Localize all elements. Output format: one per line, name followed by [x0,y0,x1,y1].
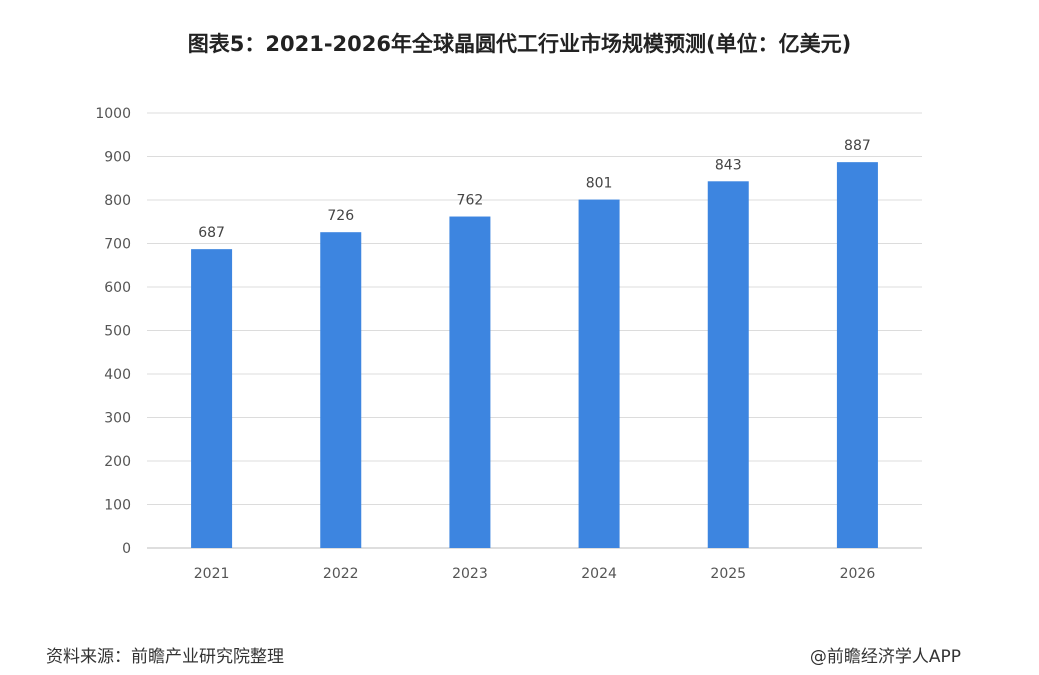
data-label-2021: 687 [198,225,225,241]
bar-2025 [707,181,749,549]
bar-2024 [578,199,620,548]
x-tick-label-2023: 2023 [452,566,488,582]
data-label-2025: 843 [715,157,742,173]
y-tick-label: 0 [122,541,131,557]
bars [191,162,878,549]
y-tick-label: 700 [104,237,131,253]
y-tick-label: 200 [104,454,131,470]
source-note: 资料来源：前瞻产业研究院整理 [46,647,284,667]
data-label-2026: 887 [844,138,871,154]
chart-title: 图表5：2021-2026年全球晶圆代工行业市场规模预测(单位：亿美元) [187,32,852,56]
y-tick-label: 300 [104,411,131,427]
x-tick-label-2025: 2025 [710,566,746,582]
credit-note: @前瞻经济学人APP [809,647,961,667]
data-label-2024: 801 [586,176,613,192]
gridlines [147,112,922,549]
y-tick-label: 500 [104,324,131,340]
y-axis: 0 100 200 300 400 500 600 700 800 900 1000 [95,106,131,557]
y-tick-label: 900 [104,150,131,166]
y-tick-label: 100 [104,498,131,514]
y-tick-label: 600 [104,280,131,296]
bar-2023 [449,216,491,548]
bar-2022 [320,232,362,548]
bar-2021 [191,249,233,548]
x-tick-label-2022: 2022 [323,566,359,582]
x-tick-label-2026: 2026 [840,566,876,582]
data-label-2022: 726 [327,208,354,224]
data-label-2023: 762 [457,193,484,209]
bar-2026 [836,162,878,548]
y-tick-label: 800 [104,193,131,209]
x-tick-label-2021: 2021 [194,566,230,582]
y-tick-label: 400 [104,367,131,383]
x-tick-label-2024: 2024 [581,566,617,582]
y-tick-label: 1000 [95,106,131,122]
x-axis: 2021 2022 2023 2024 2025 2026 [194,566,876,582]
data-labels: 687 726 762 801 843 887 [198,138,871,241]
